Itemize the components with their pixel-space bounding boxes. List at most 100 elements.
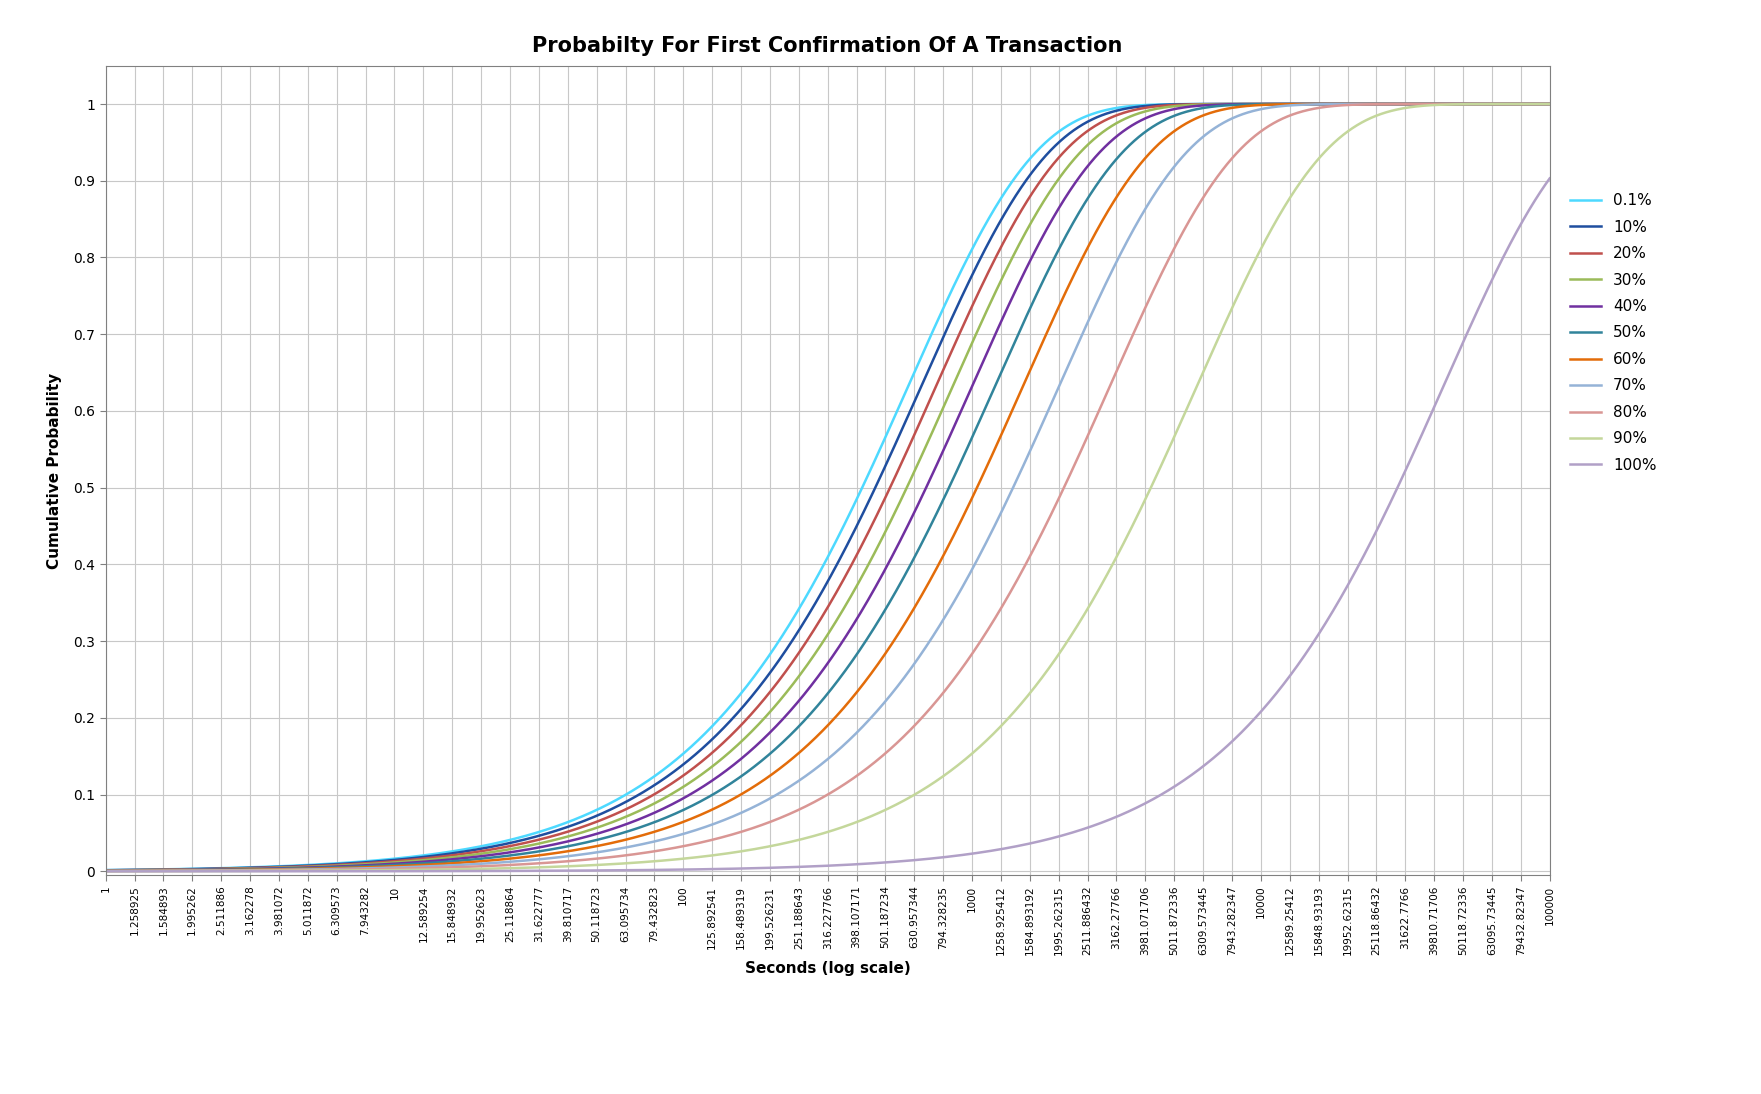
80%	[454, 860, 475, 873]
60%	[1446, 97, 1467, 110]
60%	[454, 856, 475, 869]
70%	[95, 864, 116, 877]
0.1%	[1021, 149, 1043, 162]
60%	[1021, 358, 1043, 371]
50%	[1446, 97, 1467, 110]
100%	[95, 864, 116, 877]
100%	[1446, 351, 1467, 364]
60%	[778, 755, 799, 768]
100%	[969, 846, 990, 859]
20%	[95, 864, 116, 877]
50%	[1021, 296, 1043, 310]
Line: 90%: 90%	[106, 104, 1550, 871]
90%	[1539, 97, 1560, 110]
0.1%	[95, 863, 116, 876]
30%	[1539, 97, 1560, 110]
10%	[1021, 165, 1043, 178]
70%	[1539, 97, 1560, 110]
80%	[1021, 545, 1043, 558]
70%	[1502, 97, 1523, 110]
90%	[1129, 504, 1150, 517]
20%	[1539, 97, 1560, 110]
60%	[1129, 159, 1150, 172]
40%	[969, 364, 990, 377]
20%	[969, 286, 990, 299]
70%	[778, 781, 799, 794]
0.1%	[1539, 97, 1560, 110]
50%	[969, 416, 990, 429]
60%	[969, 477, 990, 490]
30%	[454, 849, 475, 862]
80%	[1129, 313, 1150, 326]
30%	[969, 322, 990, 335]
10%	[1539, 97, 1560, 110]
50%	[95, 864, 116, 877]
70%	[1129, 212, 1150, 225]
10%	[778, 640, 799, 653]
10%	[95, 863, 116, 876]
100%	[454, 864, 475, 877]
60%	[1467, 97, 1488, 110]
30%	[1396, 97, 1418, 110]
10%	[1129, 100, 1150, 113]
100%	[1129, 800, 1150, 813]
Legend: 0.1%, 10%, 20%, 30%, 40%, 50%, 60%, 70%, 80%, 90%, 100%: 0.1%, 10%, 20%, 30%, 40%, 50%, 60%, 70%,…	[1564, 187, 1662, 479]
20%	[1446, 97, 1467, 110]
100%	[1539, 172, 1560, 185]
0.1%	[1446, 97, 1467, 110]
Line: 20%: 20%	[106, 104, 1550, 871]
90%	[95, 864, 116, 877]
Line: 60%: 60%	[106, 104, 1550, 871]
Line: 100%: 100%	[106, 178, 1550, 871]
0.1%	[969, 230, 990, 243]
70%	[1021, 439, 1043, 452]
100%	[778, 861, 799, 874]
0.1%	[1129, 98, 1150, 112]
40%	[1129, 115, 1150, 128]
10%	[969, 255, 990, 268]
50%	[1539, 97, 1560, 110]
Line: 80%: 80%	[106, 104, 1550, 871]
80%	[95, 864, 116, 877]
Line: 50%: 50%	[106, 104, 1550, 871]
70%	[1446, 97, 1467, 110]
Line: 10%: 10%	[106, 104, 1550, 870]
50%	[778, 730, 799, 743]
50%	[454, 853, 475, 866]
20%	[1381, 97, 1402, 110]
30%	[1446, 97, 1467, 110]
40%	[95, 864, 116, 877]
40%	[778, 706, 799, 719]
80%	[778, 807, 799, 820]
50%	[1129, 130, 1150, 143]
60%	[1539, 97, 1560, 110]
20%	[1129, 102, 1150, 115]
Line: 30%: 30%	[106, 104, 1550, 871]
Title: Probabilty For First Confirmation Of A Transaction: Probabilty For First Confirmation Of A T…	[532, 36, 1124, 56]
40%	[1021, 249, 1043, 263]
30%	[1021, 213, 1043, 226]
70%	[969, 550, 990, 563]
80%	[1539, 97, 1560, 110]
90%	[778, 836, 799, 849]
0.1%	[1352, 97, 1374, 110]
Line: 40%: 40%	[106, 104, 1550, 871]
Line: 0.1%: 0.1%	[106, 104, 1550, 870]
20%	[778, 661, 799, 674]
40%	[1539, 97, 1560, 110]
30%	[778, 683, 799, 696]
40%	[454, 851, 475, 864]
60%	[95, 864, 116, 877]
50%	[1439, 97, 1460, 110]
90%	[1446, 97, 1467, 110]
0.1%	[778, 619, 799, 632]
70%	[454, 858, 475, 871]
80%	[1446, 97, 1467, 110]
30%	[95, 864, 116, 877]
100%	[1021, 836, 1043, 849]
90%	[1021, 683, 1043, 696]
0.1%	[454, 842, 475, 856]
30%	[1129, 106, 1150, 119]
20%	[1021, 186, 1043, 199]
40%	[1446, 97, 1467, 110]
